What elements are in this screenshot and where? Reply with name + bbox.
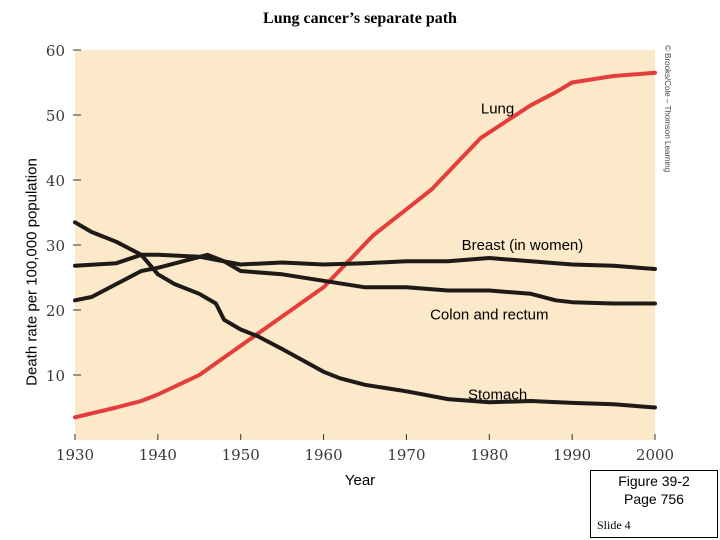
x-tick-label: 1930 xyxy=(56,446,94,464)
y-tick-label: 60 xyxy=(46,42,65,60)
figure-page: Page 756 xyxy=(624,491,684,507)
series-label: Stomach xyxy=(468,387,527,404)
x-tick-label: 1990 xyxy=(553,446,591,464)
x-axis-label: Year xyxy=(344,472,376,489)
figure-reference-box: Figure 39-2 Page 756 Slide 4 xyxy=(590,470,718,538)
series-label: Colon and rectum xyxy=(430,307,548,324)
y-tick-label: 40 xyxy=(46,172,65,190)
x-tick-label: 1950 xyxy=(222,446,260,464)
y-axis-label: Death rate per 100,000 population xyxy=(23,158,41,386)
series-label: Breast (in women) xyxy=(462,237,584,254)
figure-number: Figure 39-2 xyxy=(618,473,690,489)
x-tick-label: 1970 xyxy=(387,446,425,464)
x-tick-label: 1940 xyxy=(139,446,177,464)
axis-ticks: 10 20 30 40 50 60 1930 1940 1950 1960 1970 1980 1990… xyxy=(46,42,674,464)
credit-text: © Brooks/Cole – Thomson Learning xyxy=(663,45,672,172)
series-line-breast-in-women xyxy=(73,252,657,271)
y-tick-label: 20 xyxy=(46,302,65,320)
x-tick-label: 1960 xyxy=(304,446,342,464)
chart-title: Lung cancer’s separate path xyxy=(263,10,457,27)
series-line-stomach xyxy=(73,220,657,410)
series-line-colon-and-rectum xyxy=(73,252,657,306)
y-tick-label: 10 xyxy=(46,367,65,385)
y-tick-label: 30 xyxy=(46,237,65,255)
y-tick-label: 50 xyxy=(46,107,65,125)
x-tick-label: 1980 xyxy=(470,446,508,464)
slide-label: Slide 4 xyxy=(597,518,631,532)
series-label: Lung xyxy=(481,101,514,118)
x-tick-label: 2000 xyxy=(636,446,674,464)
series-group: Lung Breast (in women) Colon and rectum Sto… xyxy=(73,70,657,420)
series-line-lung xyxy=(73,70,657,420)
